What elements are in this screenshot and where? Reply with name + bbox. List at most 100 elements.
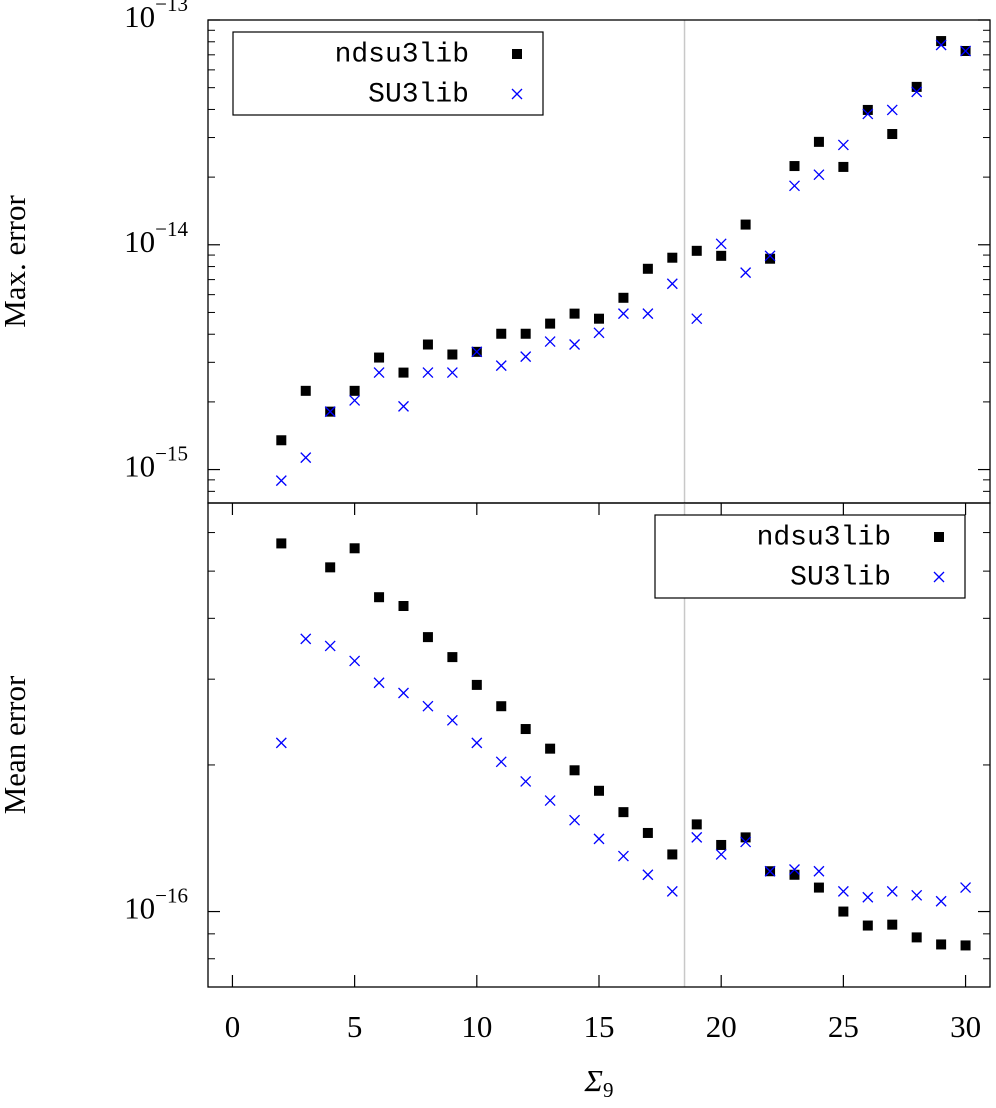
marker-square	[300, 385, 311, 396]
legend-marker	[934, 532, 944, 542]
marker-square	[667, 849, 678, 860]
x-tick-label: 0	[225, 1009, 241, 1044]
marker-x	[960, 882, 972, 894]
marker-x	[275, 475, 287, 487]
marker-square	[545, 318, 556, 329]
marker-x	[373, 367, 385, 379]
marker-square	[789, 161, 800, 172]
y-axis-label: Max. error	[0, 195, 32, 328]
marker-x	[398, 687, 409, 699]
x-tick-label: 10	[461, 1009, 492, 1044]
marker-square	[447, 349, 458, 360]
marker-square	[496, 328, 507, 339]
marker-x	[544, 336, 556, 348]
marker-x	[764, 250, 776, 262]
y-tick-label: 10−13	[124, 0, 188, 34]
marker-x	[349, 394, 361, 406]
marker-square	[398, 367, 409, 378]
marker-x	[911, 86, 923, 98]
marker-x	[789, 864, 800, 875]
y-tick-label: 10−16	[124, 883, 188, 925]
marker-x	[593, 327, 605, 339]
marker-square	[520, 328, 531, 339]
marker-x	[764, 865, 776, 877]
x-tick-label: 20	[706, 1009, 737, 1044]
marker-x	[740, 267, 752, 279]
marker-x	[666, 278, 678, 290]
y-tick-label-exponent: −13	[155, 0, 188, 16]
marker-x	[666, 885, 678, 897]
marker-x	[715, 848, 727, 860]
marker-x	[837, 139, 849, 151]
x-tick-label: 30	[950, 1009, 981, 1044]
marker-square	[667, 252, 678, 263]
legend-marker	[511, 88, 523, 100]
marker-square	[471, 679, 482, 690]
marker-x	[324, 640, 336, 652]
marker-square	[349, 543, 360, 554]
marker-square	[349, 385, 360, 396]
marker-square	[936, 36, 947, 47]
marker-square	[862, 104, 873, 115]
legend-label: ndsu3lib	[757, 522, 891, 553]
y-tick-label: 10−15	[124, 441, 188, 483]
marker-x	[691, 313, 703, 325]
marker-x	[422, 367, 434, 379]
marker-x	[911, 889, 923, 901]
legend-label: ndsu3lib	[335, 39, 469, 70]
marker-square	[398, 601, 409, 612]
y-tick-label-exponent: −15	[155, 441, 188, 465]
plot-frame	[207, 502, 991, 988]
marker-x	[520, 351, 532, 363]
y-tick-label-base: 10	[124, 0, 155, 34]
marker-x	[617, 308, 629, 320]
marker-square	[838, 161, 849, 172]
marker-x	[349, 655, 361, 667]
legend-label: SU3lib	[368, 79, 469, 110]
marker-x	[886, 885, 898, 897]
marker-square	[569, 765, 580, 776]
marker-square	[887, 129, 898, 140]
y-tick-label-exponent: −16	[155, 883, 188, 907]
x-tick-label: 5	[347, 1009, 363, 1044]
marker-square	[716, 839, 727, 850]
marker-square	[496, 701, 507, 712]
marker-square	[716, 250, 727, 261]
marker-x	[935, 39, 947, 51]
marker-x	[495, 360, 507, 372]
marker-square	[936, 939, 947, 950]
x-axis-label: Σ9	[584, 1063, 614, 1102]
x-tick-label: 15	[584, 1009, 615, 1044]
marker-square	[789, 869, 800, 880]
marker-x	[471, 346, 483, 358]
marker-x	[300, 633, 312, 645]
marker-x	[837, 885, 849, 897]
legend-marker	[933, 571, 945, 583]
marker-x	[813, 169, 825, 181]
marker-x	[398, 400, 409, 412]
marker-square	[545, 743, 556, 754]
marker-square	[569, 308, 580, 319]
marker-square	[813, 882, 824, 893]
marker-x	[617, 850, 629, 862]
legend-box	[232, 31, 544, 116]
marker-x	[569, 339, 581, 350]
marker-square	[911, 932, 922, 943]
marker-square	[765, 253, 776, 264]
marker-square	[862, 920, 873, 931]
marker-x	[862, 891, 874, 903]
marker-square	[374, 592, 385, 603]
marker-square	[447, 652, 458, 663]
y-tick-label-base: 10	[124, 891, 155, 926]
marker-square	[374, 352, 385, 363]
marker-square	[813, 136, 824, 147]
legend-marker	[512, 49, 522, 59]
marker-x	[569, 814, 581, 826]
marker-x	[862, 108, 874, 120]
marker-x	[960, 45, 972, 57]
marker-square	[594, 313, 604, 324]
marker-x	[446, 367, 458, 379]
marker-square	[325, 562, 336, 573]
marker-x	[935, 895, 947, 907]
